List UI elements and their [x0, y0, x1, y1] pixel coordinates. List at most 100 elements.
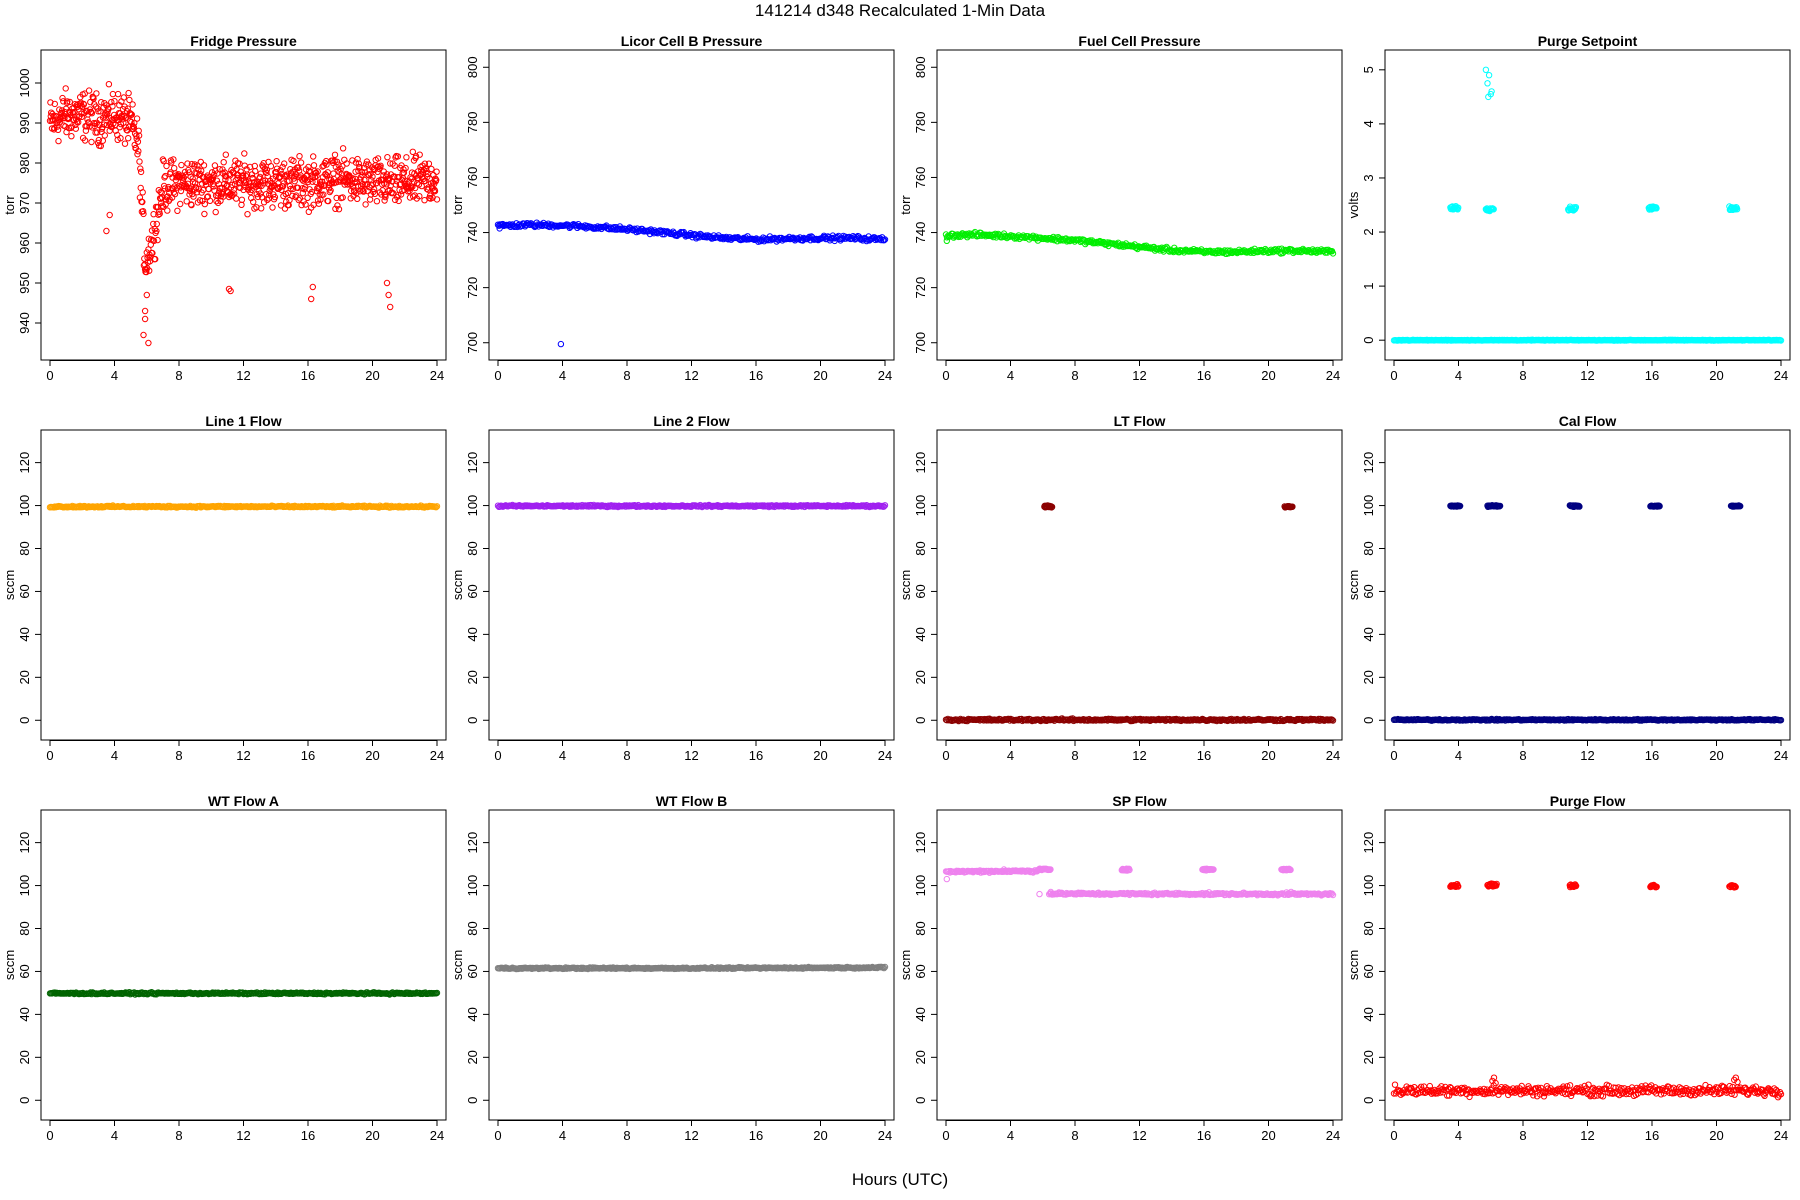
y-tick-label: 120: [17, 452, 32, 474]
data-point: [269, 204, 276, 211]
data-point: [297, 159, 305, 166]
x-tick-label: 24: [430, 748, 444, 763]
data-point: [327, 187, 334, 194]
data-point: [125, 89, 132, 97]
x-tick-label: 20: [1709, 368, 1723, 383]
y-tick-label: 40: [17, 627, 32, 641]
data-point: [318, 182, 325, 189]
y-tick-label: 120: [1361, 452, 1376, 474]
data-point: [433, 989, 441, 997]
y-tick-label: 20: [913, 670, 928, 684]
data-point: [222, 176, 229, 183]
data-point: [496, 225, 503, 232]
data-point: [205, 185, 213, 193]
data-point: [397, 180, 404, 188]
x-tick-label: 20: [365, 368, 379, 383]
x-axis: 0 4 8 12 16 20 24: [46, 360, 444, 383]
data-point: [185, 169, 193, 176]
data-point: [112, 127, 119, 134]
data-point: [1485, 72, 1493, 79]
data-point: [1142, 717, 1149, 724]
data-point: [184, 160, 191, 167]
data-point: [1656, 503, 1663, 510]
data-point: [1496, 502, 1504, 510]
y-tick-label: 700: [913, 332, 928, 354]
data-point: [178, 161, 185, 169]
data-point: [264, 196, 271, 204]
y-tick-label: 100: [1361, 495, 1376, 517]
data-point: [128, 111, 136, 118]
data-point: [59, 94, 66, 102]
y-tick-label: 1: [1361, 282, 1376, 289]
data-point: [47, 99, 54, 106]
plot-frame: [40, 49, 447, 361]
data-point: [99, 137, 107, 144]
data-point: [55, 137, 62, 145]
data-point: [225, 285, 233, 293]
y-tick-label: 2: [1361, 228, 1376, 235]
y-tick-label: 60: [17, 964, 32, 978]
x-tick-label: 12: [236, 1128, 250, 1143]
y-tick-label: 800: [465, 56, 480, 78]
data-point: [142, 266, 150, 273]
data-point: [277, 167, 284, 174]
data-point: [140, 331, 147, 339]
y-tick-label: 100: [17, 875, 32, 897]
data-point: [261, 180, 268, 187]
data-point: [198, 167, 205, 175]
data-point: [200, 162, 208, 169]
x-tick-label: 24: [878, 1128, 892, 1143]
data-point: [370, 186, 378, 193]
plot-frame: [1384, 429, 1791, 741]
chart-title: Licor Cell B Pressure: [621, 33, 763, 49]
x-tick-label: 0: [46, 748, 53, 763]
x-tick-label: 16: [749, 368, 763, 383]
data-point: [323, 161, 330, 168]
data-point: [1456, 502, 1464, 510]
data-point: [227, 287, 234, 295]
data-point: [170, 156, 177, 163]
data-point: [58, 113, 65, 120]
y-tick-label: 760: [465, 167, 480, 189]
chart-title: Cal Flow: [1559, 413, 1617, 429]
data-point: [140, 210, 147, 218]
data-point: [433, 168, 440, 175]
data-point: [88, 110, 96, 117]
chart-title: Purge Setpoint: [1538, 33, 1638, 49]
y-tick-label: 800: [913, 56, 928, 78]
y-tick-label: 20: [465, 1050, 480, 1064]
x-tick-label: 0: [1390, 748, 1397, 763]
figure-title: 141214 d348 Recalculated 1-Min Data: [754, 1, 1046, 20]
x-tick-label: 16: [1197, 368, 1211, 383]
data-point: [389, 160, 396, 167]
data-point: [881, 236, 889, 243]
data-point: [95, 108, 102, 115]
x-tick-label: 24: [430, 1128, 444, 1143]
data-point: [432, 504, 440, 511]
x-tick-label: 24: [878, 748, 892, 763]
data-point: [1294, 247, 1301, 254]
y-tick-label: 120: [17, 832, 32, 854]
data-point: [267, 163, 275, 170]
y-tick-label: 1000: [17, 69, 32, 98]
data-point: [389, 989, 396, 996]
data-point: [133, 115, 141, 122]
data-point: [129, 101, 136, 108]
data-point: [279, 163, 286, 171]
data-point: [416, 151, 423, 158]
data-point: [383, 279, 391, 287]
data-point: [177, 200, 184, 208]
y-tick-label: 40: [465, 1007, 480, 1021]
x-axis: 0 4 8 12 16 20 24: [942, 740, 1340, 763]
data-point: [433, 196, 441, 203]
chart-title: Fridge Pressure: [190, 33, 297, 49]
y-tick-label: 970: [17, 192, 32, 214]
data-point: [320, 191, 327, 198]
data-point: [521, 502, 529, 509]
x-tick-label: 24: [1774, 748, 1788, 763]
